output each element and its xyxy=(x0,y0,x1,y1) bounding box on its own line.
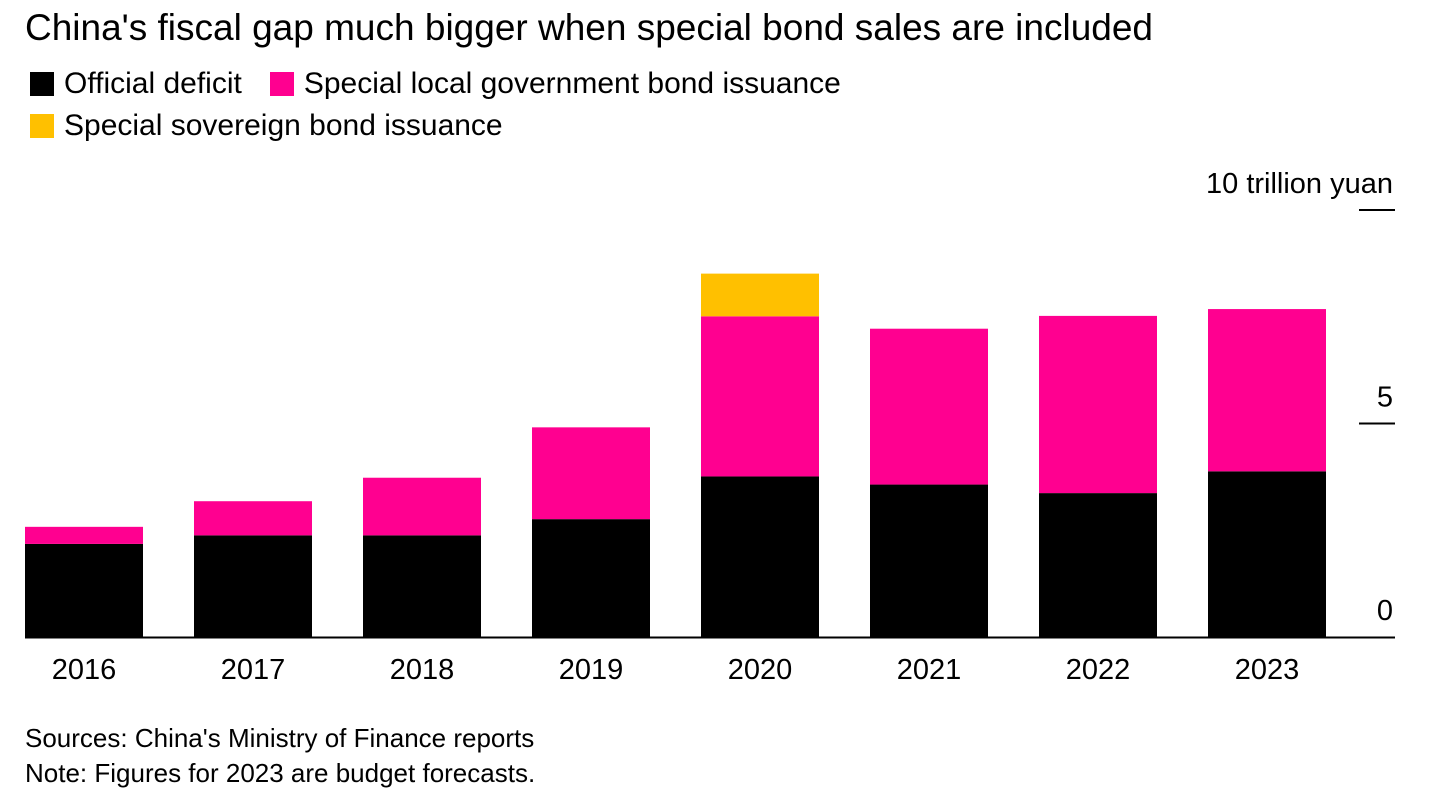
bar-special-local-government-bond-issuance-2018 xyxy=(363,477,481,536)
legend-label-special-local-bond: Special local government bond issuance xyxy=(303,67,841,100)
legend-row-2: Special sovereign bond issuance xyxy=(30,108,531,144)
bar-special-local-government-bond-issuance-2017 xyxy=(194,501,312,536)
bar-official-deficit-2016 xyxy=(25,543,143,637)
bar-special-local-government-bond-issuance-2022 xyxy=(1039,315,1157,494)
bar-special-local-government-bond-issuance-2016 xyxy=(25,526,143,544)
legend-swatch-official-deficit xyxy=(30,72,54,96)
legend-swatch-special-sovereign-bond xyxy=(30,114,54,138)
bar-official-deficit-2019 xyxy=(532,519,650,637)
bar-official-deficit-2022 xyxy=(1039,493,1157,637)
bar-official-deficit-2020 xyxy=(701,476,819,637)
x-tick-label-2017: 2017 xyxy=(221,654,286,686)
legend-item-special-sovereign-bond: Special sovereign bond issuance xyxy=(30,108,503,144)
x-tick-label-2021: 2021 xyxy=(897,654,962,686)
bar-official-deficit-2017 xyxy=(194,535,312,637)
bar-official-deficit-2021 xyxy=(870,484,988,637)
bar-official-deficit-2018 xyxy=(363,535,481,637)
x-tick-label-2016: 2016 xyxy=(52,654,117,686)
bar-special-local-government-bond-issuance-2021 xyxy=(870,328,988,485)
chart-title: China's fiscal gap much bigger when spec… xyxy=(25,7,1154,48)
y-tick-label-0: 0 xyxy=(1377,595,1393,627)
y-tick-label-5: 5 xyxy=(1377,382,1393,414)
x-tick-label-2019: 2019 xyxy=(559,654,624,686)
legend-item-special-local-bond: Special local government bond issuance xyxy=(269,66,841,102)
bar-special-sovereign-bond-issuance-2020 xyxy=(701,273,819,317)
x-tick-label-2022: 2022 xyxy=(1066,654,1131,686)
bar-special-local-government-bond-issuance-2019 xyxy=(532,427,650,520)
x-tick-label-2020: 2020 xyxy=(728,654,793,686)
legend-row-1: Official deficit Special local governmen… xyxy=(30,66,869,102)
legend-label-official-deficit: Official deficit xyxy=(64,67,242,100)
footer-sources: Sources: China's Ministry of Finance rep… xyxy=(25,723,535,753)
x-tick-label-2023: 2023 xyxy=(1235,654,1300,686)
y-tick-label-10-trillion-yuan: 10 trillion yuan xyxy=(1206,168,1393,200)
legend-swatch-special-local-bond xyxy=(269,72,294,96)
footer-note: Note: Figures for 2023 are budget foreca… xyxy=(25,758,536,788)
bar-special-local-government-bond-issuance-2020 xyxy=(701,316,819,477)
bar-special-local-government-bond-issuance-2023 xyxy=(1208,309,1326,472)
bar-official-deficit-2023 xyxy=(1208,471,1326,637)
legend-label-special-sovereign-bond: Special sovereign bond issuance xyxy=(64,109,503,142)
legend-item-official-deficit: Official deficit xyxy=(30,66,242,102)
x-tick-label-2018: 2018 xyxy=(390,654,455,686)
